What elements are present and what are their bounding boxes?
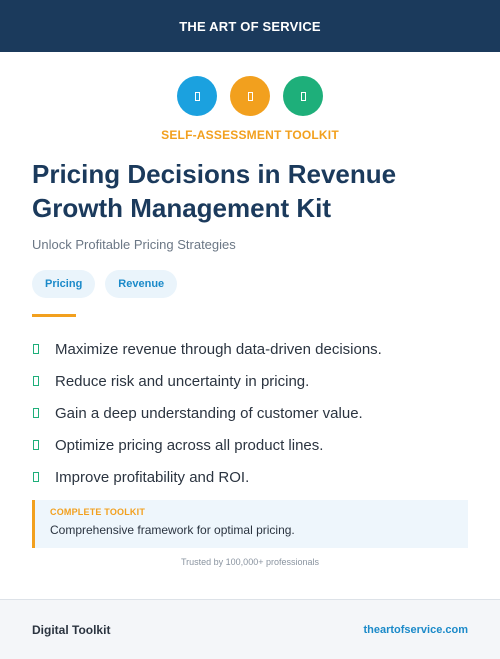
green-circle-icon bbox=[283, 76, 323, 116]
check-icon bbox=[33, 344, 39, 354]
list-item: Improve profitability and ROI. bbox=[32, 461, 472, 493]
top-banner: THE ART OF SERVICE bbox=[0, 0, 500, 52]
placeholder-glyph-icon bbox=[194, 91, 200, 101]
list-item: Gain a deep understanding of customer va… bbox=[32, 397, 472, 429]
benefit-text: Maximize revenue through data-driven dec… bbox=[55, 340, 382, 358]
tag-list: Pricing Revenue bbox=[32, 270, 178, 298]
placeholder-glyph-icon bbox=[247, 91, 253, 101]
footer: Digital Toolkit theartofservice.com bbox=[0, 599, 500, 659]
subtitle: Unlock Profitable Pricing Strategies bbox=[32, 237, 236, 252]
list-item: Optimize pricing across all product line… bbox=[32, 429, 472, 461]
tag-revenue: Revenue bbox=[105, 270, 178, 298]
tag-pricing: Pricing bbox=[32, 270, 96, 298]
website-link[interactable]: theartofservice.com bbox=[363, 623, 468, 636]
placeholder-glyph-icon bbox=[300, 91, 306, 101]
callout-label: COMPLETE TOOLKIT bbox=[50, 507, 146, 517]
check-icon bbox=[33, 376, 39, 386]
list-item: Maximize revenue through data-driven dec… bbox=[32, 333, 472, 365]
orange-circle-icon bbox=[230, 76, 270, 116]
callout-text: Comprehensive framework for optimal pric… bbox=[50, 523, 295, 537]
check-icon bbox=[33, 440, 39, 450]
footer-label: Digital Toolkit bbox=[32, 622, 111, 637]
toolkit-callout: COMPLETE TOOLKIT Comprehensive framework… bbox=[32, 500, 468, 548]
page-title: Pricing Decisions in Revenue Growth Mana… bbox=[32, 159, 397, 223]
check-icon bbox=[33, 472, 39, 482]
blue-circle-icon bbox=[177, 76, 217, 116]
benefit-text: Optimize pricing across all product line… bbox=[55, 436, 324, 454]
icon-row bbox=[0, 76, 500, 116]
kicker-label: SELF-ASSESSMENT TOOLKIT bbox=[161, 128, 339, 142]
brand-name: THE ART OF SERVICE bbox=[179, 18, 321, 34]
benefit-text: Reduce risk and uncertainty in pricing. bbox=[55, 372, 310, 390]
benefit-text: Gain a deep understanding of customer va… bbox=[55, 404, 363, 422]
check-icon bbox=[33, 408, 39, 418]
benefit-list: Maximize revenue through data-driven dec… bbox=[32, 333, 472, 493]
accent-divider bbox=[32, 314, 76, 317]
list-item: Reduce risk and uncertainty in pricing. bbox=[32, 365, 472, 397]
trust-line: Trusted by 100,000+ professionals bbox=[180, 557, 319, 567]
benefit-text: Improve profitability and ROI. bbox=[55, 468, 250, 486]
